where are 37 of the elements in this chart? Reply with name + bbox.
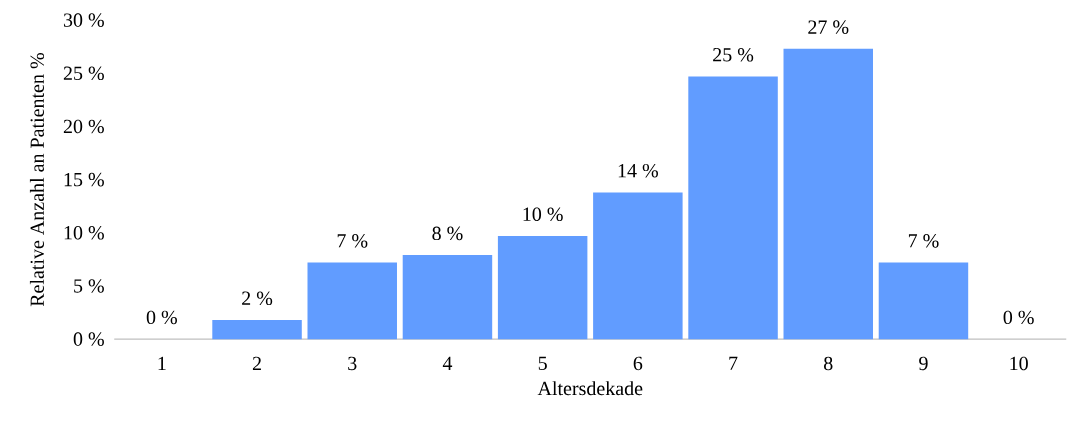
x-tick-label: 8 (824, 356, 833, 371)
bar (212, 319, 302, 340)
bar (593, 192, 683, 340)
data-label: 7 % (337, 234, 368, 248)
y-tick-label: 15 % (64, 172, 104, 187)
bar (497, 235, 588, 340)
x-tick-label: 3 (348, 356, 357, 371)
data-label: 14 % (618, 163, 658, 178)
y-tick-label: 30 % (63, 13, 104, 27)
data-label: 0 % (146, 310, 177, 325)
x-tick-label: 5 (538, 356, 547, 371)
y-tick-label: 20 % (63, 119, 104, 134)
data-label: 0 % (1003, 310, 1034, 325)
bar (688, 76, 778, 340)
y-tick-label: 25 % (63, 66, 104, 81)
data-label: 10 % (523, 207, 563, 222)
y-axis-title: Relative Anzahl an Patienten % (29, 53, 45, 307)
y-tick-label: 0 % (73, 332, 104, 346)
bar (878, 262, 969, 340)
bar (307, 262, 397, 340)
data-label: 8 % (432, 226, 463, 241)
x-tick-label: 1 (158, 356, 166, 370)
x-tick-label: 4 (442, 356, 453, 370)
x-tick-label: 6 (633, 356, 643, 371)
x-axis-title: Altersdekade (537, 381, 643, 396)
x-tick-label: 7 (729, 356, 738, 370)
y-tick-label: 5 % (74, 279, 104, 293)
bar (402, 255, 493, 340)
bar (783, 48, 873, 340)
y-tick-label: 10 % (64, 226, 104, 240)
x-tick-label: 9 (919, 356, 928, 371)
x-tick-label: 10 (1010, 356, 1028, 371)
data-label: 2 % (242, 291, 273, 306)
data-label: 27 % (808, 20, 849, 34)
data-label: 7 % (908, 234, 939, 248)
data-label: 25 % (713, 47, 754, 62)
x-tick-label: 2 (252, 356, 261, 370)
